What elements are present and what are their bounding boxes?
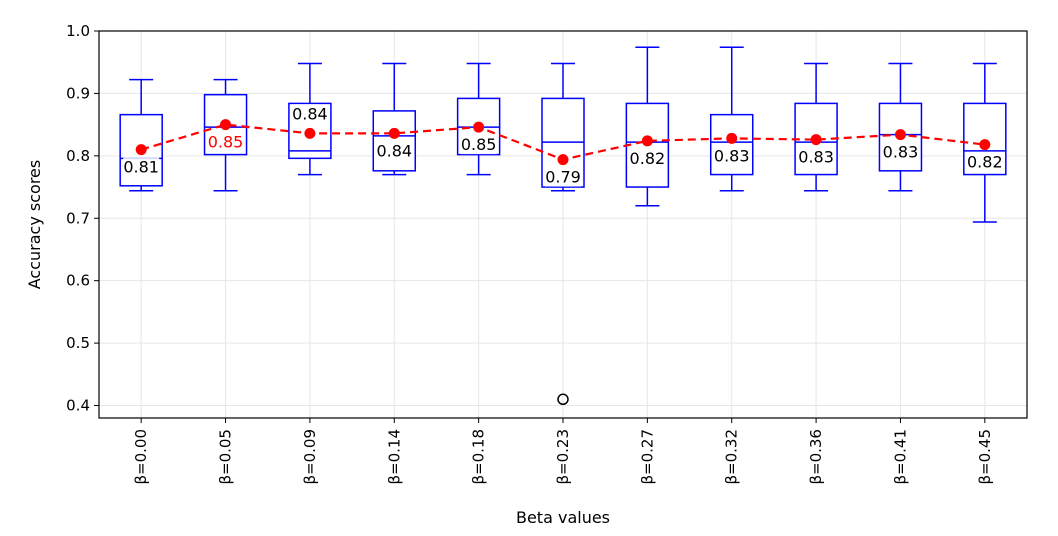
mean-label: 0.82 <box>967 153 1003 172</box>
best-mean-label: 0.85 <box>208 133 244 152</box>
x-tick-label: β=0.05 <box>217 429 235 485</box>
mean-point <box>304 127 316 139</box>
x-tick-label: β=0.14 <box>385 429 403 485</box>
y-tick-label: 0.7 <box>66 209 90 227</box>
y-axis-title: Accuracy scores <box>25 160 44 289</box>
x-tick-label: β=0.23 <box>554 429 572 485</box>
mean-point <box>557 154 569 166</box>
x-axis-title: Beta values <box>516 508 610 527</box>
mean-label-layer: 0.81 0.85 0.84 0.84 0.85 0.79 0.82 0.83 0.83 0.83… <box>123 104 1003 187</box>
x-tick-label: β=0.41 <box>891 429 909 485</box>
mean-label: 0.85 <box>461 135 497 154</box>
y-tick-label: 0.8 <box>66 147 90 165</box>
mean-point <box>810 134 822 146</box>
mean-point <box>388 127 400 139</box>
mean-label: 0.83 <box>883 143 919 162</box>
mean-label-bg <box>545 167 581 187</box>
x-tick-label: β=0.32 <box>723 429 741 485</box>
mean-point <box>135 144 147 156</box>
mean-label-bg <box>376 141 413 161</box>
y-tick-label: 0.4 <box>66 397 90 415</box>
mean-label-bg <box>713 146 750 166</box>
x-tick-label: β=0.27 <box>638 429 656 485</box>
mean-label-bg <box>123 157 160 177</box>
box <box>709 113 754 176</box>
mean-label-bg <box>882 142 919 162</box>
mean-label: 0.83 <box>714 146 750 165</box>
mean-label: 0.84 <box>292 104 328 123</box>
x-tick-label: β=0.36 <box>807 429 825 485</box>
mean-label: 0.83 <box>798 148 834 167</box>
mean-label: 0.82 <box>630 149 666 168</box>
box <box>372 110 417 172</box>
mean-label-bg <box>798 147 835 167</box>
mean-point <box>641 135 653 147</box>
mean-point <box>473 121 485 133</box>
mean-point <box>726 132 738 144</box>
x-tick-label: β=0.45 <box>976 429 994 485</box>
x-axis: β=0.00 β=0.05 β=0.09 β=0.14 β=0.18 β=0.23 β=0.… <box>132 418 994 485</box>
y-tick-label: 1.0 <box>66 22 90 40</box>
mean-point <box>220 119 232 131</box>
mean-point <box>979 139 991 151</box>
x-tick-label: β=0.09 <box>301 429 319 485</box>
mean-label: 0.84 <box>376 141 412 160</box>
mean-point <box>894 129 906 141</box>
y-tick-label: 0.6 <box>66 272 90 290</box>
mean-label-bg <box>291 104 328 124</box>
outlier-point <box>557 393 569 406</box>
mean-label-bg <box>629 148 666 168</box>
y-axis: 0.4 0.5 0.6 0.7 0.8 0.9 1.0 <box>66 22 99 415</box>
x-tick-label: β=0.18 <box>470 429 488 485</box>
mean-layer <box>135 119 991 166</box>
mean-label: 0.79 <box>545 168 581 187</box>
y-tick-label: 0.5 <box>66 334 90 352</box>
mean-label-bg <box>966 152 1003 172</box>
y-tick-label: 0.9 <box>66 84 90 102</box>
mean-label-bg <box>207 132 244 152</box>
mean-label: 0.81 <box>123 158 159 177</box>
mean-label-bg <box>460 135 497 155</box>
x-tick-label: β=0.00 <box>132 429 150 485</box>
